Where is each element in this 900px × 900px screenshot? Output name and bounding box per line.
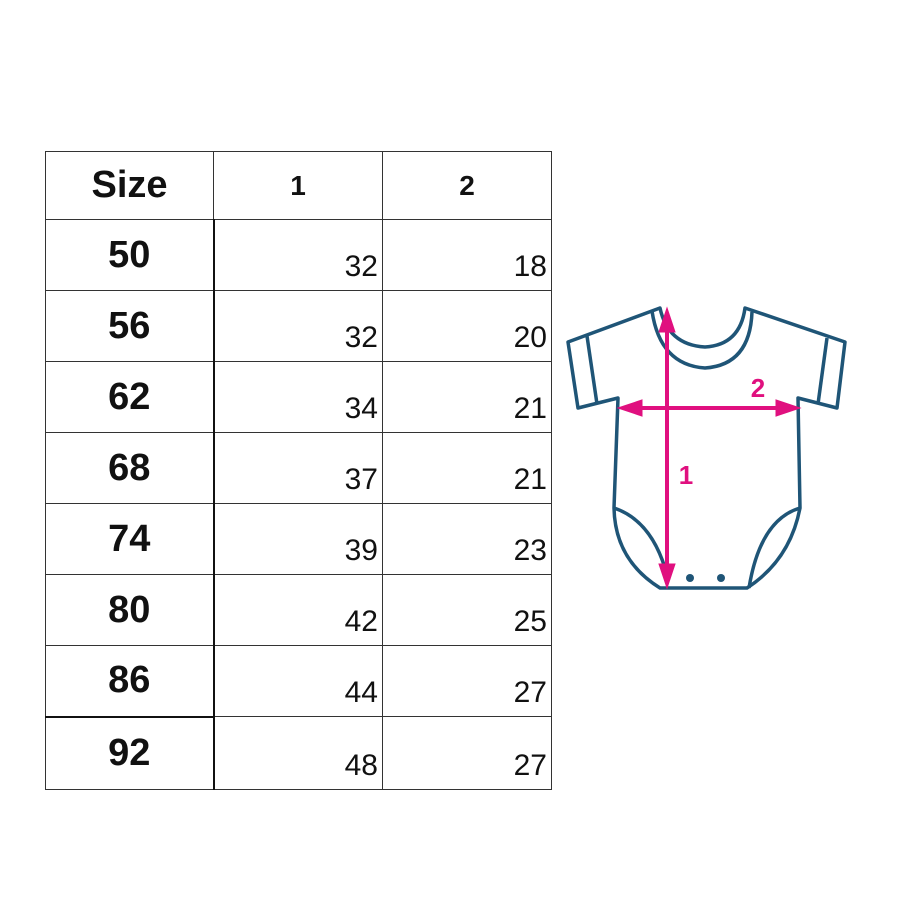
- table-row: 50 32 18: [45, 219, 552, 291]
- snap-button: [717, 574, 725, 582]
- arrow-head-right-icon: [775, 399, 802, 417]
- measure-2-cell: 27: [382, 716, 552, 790]
- measure-arrows: [616, 306, 802, 590]
- measure-2-cell: 25: [382, 574, 552, 646]
- table-row: 62 34 21: [45, 361, 552, 433]
- table-row: 86 44 27: [45, 645, 552, 717]
- size-cell: 74: [45, 503, 215, 575]
- measure-2-cell: 21: [382, 361, 552, 433]
- header-measure-2: 2: [382, 151, 552, 220]
- size-table: Size 1 2 50 32 18 56 32 20 62 34 21 68 37 21 74 39 23 8…: [45, 151, 552, 790]
- table-row: 74 39 23: [45, 503, 552, 575]
- header-size: Size: [45, 151, 214, 220]
- bodysuit-outline: [566, 306, 847, 590]
- measure-1-cell: 37: [213, 432, 383, 504]
- measure-1-cell: 44: [213, 645, 383, 717]
- width-label: 2: [751, 373, 765, 403]
- arrow-head-left-icon: [616, 399, 643, 417]
- measure-2-cell: 23: [382, 503, 552, 575]
- measure-1-cell: 48: [213, 716, 383, 790]
- measure-2-cell: 27: [382, 645, 552, 717]
- measure-1-cell: 42: [213, 574, 383, 646]
- table-row: 92 48 27: [45, 715, 552, 790]
- header-measure-1: 1: [213, 151, 383, 220]
- arrow-head-up-icon: [658, 306, 676, 333]
- size-cell: 68: [45, 432, 215, 504]
- size-cell: 80: [45, 574, 215, 646]
- header-row: Size 1 2: [45, 151, 552, 220]
- arrow-head-down-icon: [658, 563, 676, 590]
- measure-1-cell: 32: [213, 219, 383, 291]
- measure-2-cell: 18: [382, 219, 552, 291]
- table-row: 56 32 20: [45, 290, 552, 362]
- measure-1-cell: 34: [213, 361, 383, 433]
- table-row: 80 42 25: [45, 574, 552, 646]
- size-cell: 56: [45, 290, 215, 362]
- snap-button: [686, 574, 694, 582]
- size-cell: 92: [45, 715, 215, 790]
- measure-2-cell: 20: [382, 290, 552, 362]
- table-row: 68 37 21: [45, 432, 552, 504]
- measure-1-cell: 39: [213, 503, 383, 575]
- size-cell: 86: [45, 645, 215, 717]
- length-label: 1: [679, 460, 693, 490]
- measure-2-cell: 21: [382, 432, 552, 504]
